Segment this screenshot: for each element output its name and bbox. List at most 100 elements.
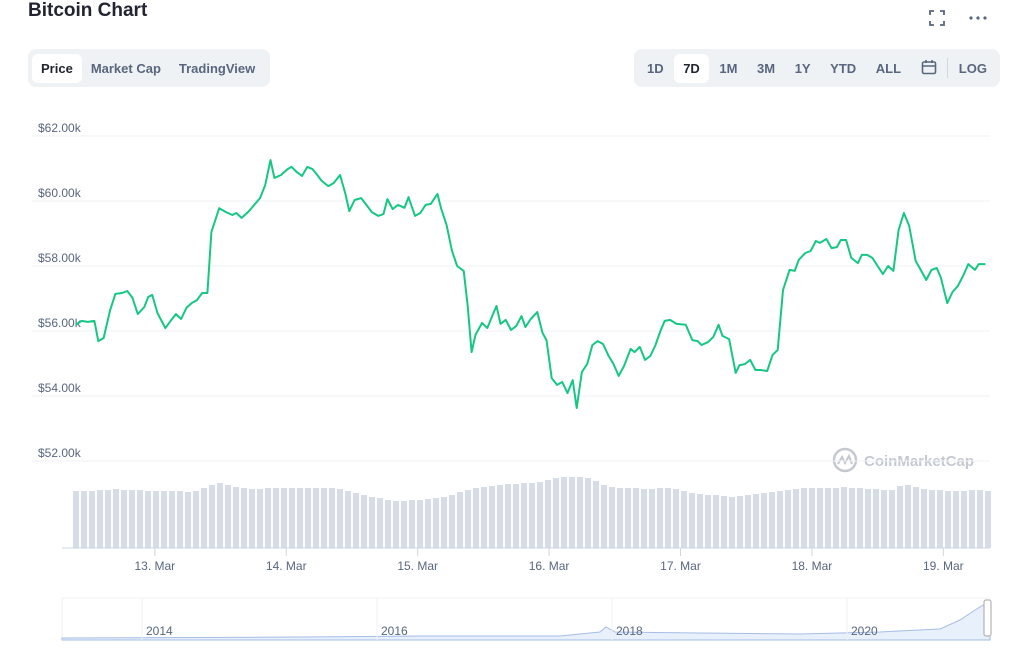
volume-bar (217, 483, 223, 548)
volume-bar (585, 478, 591, 548)
volume-bar (769, 492, 775, 548)
y-tick-label: $54.00k (38, 381, 82, 395)
volume-bar (977, 490, 983, 548)
volume-bar (561, 477, 567, 548)
volume-bar (889, 490, 895, 548)
volume-bar (361, 495, 367, 548)
volume-bar (473, 488, 479, 548)
range-button[interactable]: 3M (757, 60, 776, 76)
volume-bar (745, 495, 751, 548)
volume-bar (89, 491, 95, 548)
volume-bar (953, 491, 959, 548)
volume-bar (425, 499, 431, 548)
volume-bar (233, 487, 239, 548)
calendar-icon (921, 59, 936, 74)
volume-bar (865, 489, 871, 548)
volume-bar (665, 488, 671, 548)
tab[interactable]: TradingView (178, 60, 256, 76)
volume-bar (961, 491, 967, 548)
x-tick-label: 19. Mar (923, 559, 964, 573)
navigator-label: 2018 (616, 624, 643, 638)
volume-bar (657, 488, 663, 548)
volume-bar (281, 488, 287, 548)
x-tick-label: 13. Mar (135, 559, 176, 573)
volume-bar (449, 495, 455, 548)
volume-bar (649, 489, 655, 548)
volume-bar (297, 488, 303, 548)
navigator-label: 2014 (146, 624, 173, 638)
calendar-button[interactable] (912, 52, 946, 85)
volume-bar (681, 491, 687, 548)
volume-bar (145, 491, 151, 548)
y-tick-label: $52.00k (38, 446, 82, 460)
volume-bar (153, 491, 159, 548)
price-line (75, 159, 986, 409)
y-tick-label: $56.00k (38, 316, 82, 330)
volume-bar (417, 500, 423, 548)
volume-bar (609, 487, 615, 548)
x-tick-label: 18. Mar (792, 559, 833, 573)
volume-bar (537, 482, 543, 548)
y-tick-label: $58.00k (38, 251, 82, 265)
volume-bar (257, 489, 263, 548)
volume-bar (249, 489, 255, 548)
range-button[interactable]: 1D (647, 60, 664, 76)
volume-bar (617, 488, 623, 548)
volume-bar (625, 488, 631, 548)
volume-bar (513, 484, 519, 548)
volume-bar (97, 490, 103, 548)
volume-bar (409, 500, 415, 548)
volume-bar (897, 486, 903, 548)
volume-bar (713, 495, 719, 548)
volume-bar (841, 487, 847, 548)
more-icon[interactable] (968, 14, 988, 22)
volume-bar (689, 493, 695, 548)
volume-bar (353, 493, 359, 548)
volume-bar (705, 495, 711, 548)
range-group: 1D 7D 1M 3M 1Y YTD ALL LOG (634, 49, 1000, 87)
volume-bar (569, 477, 575, 548)
volume-bar (545, 480, 551, 548)
range-button[interactable]: YTD (830, 60, 857, 76)
volume-bar (505, 484, 511, 548)
volume-bar (833, 488, 839, 548)
volume-bar (497, 485, 503, 548)
volume-bar (785, 490, 791, 548)
x-tick-label: 15. Mar (397, 559, 438, 573)
fullscreen-icon[interactable] (928, 9, 946, 27)
log-button[interactable]: LOG (958, 60, 987, 76)
tab[interactable]: Market Cap (90, 60, 161, 76)
volume-bar (697, 494, 703, 548)
volume-bar (721, 496, 727, 548)
volume-bar (193, 491, 199, 548)
tab[interactable]: Price (32, 53, 82, 83)
title: Bitcoin Chart (28, 0, 148, 21)
volume-bar (873, 489, 879, 548)
navigator-handle[interactable] (983, 599, 992, 637)
volume-bar (929, 490, 935, 548)
volume-bar (329, 488, 335, 548)
volume-bar (753, 494, 759, 548)
volume-bar (881, 490, 887, 548)
range-button[interactable]: 7D (674, 53, 709, 83)
volume-bar (937, 490, 943, 548)
volume-bar (209, 485, 215, 548)
range-button[interactable]: ALL (875, 60, 902, 76)
volume-bar (305, 488, 311, 548)
volume-bar (777, 491, 783, 548)
range-button[interactable]: 1Y (794, 60, 811, 76)
volume-bar (81, 491, 87, 548)
volume-bar (641, 489, 647, 548)
volume-bar (321, 488, 327, 548)
volume-bar (601, 485, 607, 548)
volume-bar (105, 490, 111, 548)
volume-bar (801, 488, 807, 548)
volume-bar (673, 489, 679, 548)
volume-bar (969, 490, 975, 548)
range-button[interactable]: 1M (719, 60, 738, 76)
volume-bar (457, 492, 463, 548)
volume-bar (121, 490, 127, 548)
volume-bar (337, 489, 343, 548)
volume-bar (921, 489, 927, 548)
